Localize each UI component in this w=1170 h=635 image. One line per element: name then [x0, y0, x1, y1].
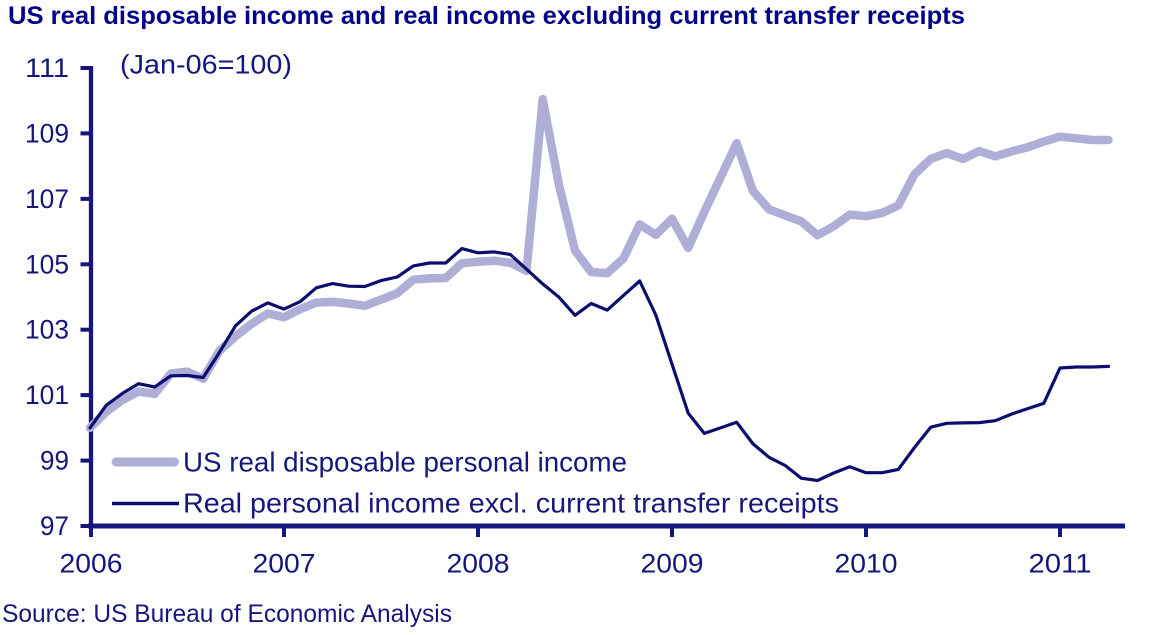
svg-text:US real disposable income and: US real disposable income and real incom… — [8, 2, 965, 30]
svg-text:101: 101 — [25, 380, 69, 410]
svg-text:Real personal income excl. cur: Real personal income excl. current trans… — [183, 488, 839, 519]
svg-text:99: 99 — [40, 446, 69, 476]
svg-text:109: 109 — [25, 118, 69, 148]
svg-text:97: 97 — [40, 511, 69, 541]
svg-text:2008: 2008 — [447, 549, 510, 579]
svg-text:2011: 2011 — [1029, 549, 1092, 579]
svg-text:2009: 2009 — [641, 549, 704, 579]
svg-text:105: 105 — [25, 249, 69, 279]
svg-text:2007: 2007 — [253, 549, 316, 579]
svg-text:2010: 2010 — [835, 549, 898, 579]
svg-text:US real disposable personal in: US real disposable personal income — [183, 447, 627, 478]
svg-text:Source: US Bureau of Economic: Source: US Bureau of Economic Analysis — [2, 600, 452, 628]
svg-text:103: 103 — [25, 315, 69, 345]
svg-text:(Jan-06=100): (Jan-06=100) — [120, 50, 292, 80]
svg-text:111: 111 — [25, 53, 69, 83]
svg-text:107: 107 — [25, 184, 69, 214]
svg-text:2006: 2006 — [60, 549, 123, 579]
